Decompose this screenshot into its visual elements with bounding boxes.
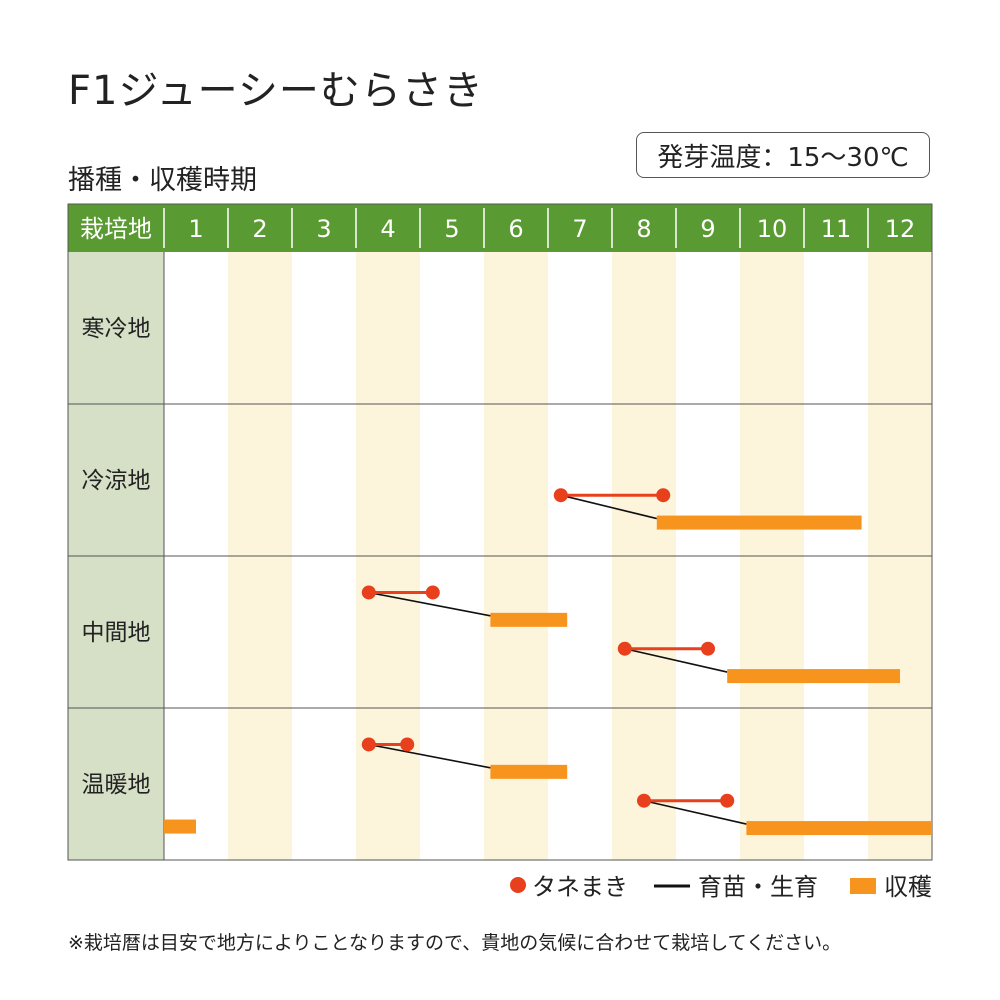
sowing-end-dot bbox=[720, 793, 735, 808]
sowing-end-dot bbox=[701, 641, 715, 656]
seedling-line bbox=[560, 494, 657, 520]
month-label-7: 7 bbox=[572, 215, 587, 243]
legend-sowing-marker bbox=[510, 877, 526, 893]
month-label-12: 12 bbox=[885, 215, 916, 243]
header-label: 栽培地 bbox=[80, 215, 152, 243]
legend-harvest-label: 収穫 bbox=[884, 873, 932, 901]
region-label: 中間地 bbox=[82, 620, 151, 646]
harvest-bar bbox=[164, 819, 196, 834]
sowing-start-dot bbox=[637, 793, 651, 808]
month-label-10: 10 bbox=[757, 215, 788, 243]
harvest-bar bbox=[727, 669, 900, 684]
harvest-bar bbox=[656, 515, 862, 530]
sowing-end-dot bbox=[656, 488, 671, 503]
sowing-end-dot bbox=[400, 737, 415, 752]
harvest-bar bbox=[490, 612, 568, 627]
chart-frame bbox=[67, 203, 933, 861]
legend-harvest-marker bbox=[850, 878, 876, 894]
region-label: 温暖地 bbox=[82, 772, 151, 798]
seedling-line bbox=[643, 799, 747, 825]
seedling-line bbox=[368, 591, 491, 617]
month-label-8: 8 bbox=[636, 215, 651, 243]
page-title: F1ジューシーむらさき bbox=[68, 68, 484, 114]
sowing-start-dot bbox=[361, 737, 376, 752]
seedling-line bbox=[624, 647, 728, 673]
cultivation-note: ※栽培暦は目安で地方によりことなりますので、貴地の気候に合わせて栽培してください… bbox=[68, 932, 842, 954]
legend-seedling-label: 育苗・生育 bbox=[698, 873, 818, 901]
month-label-3: 3 bbox=[316, 215, 331, 243]
legend-sowing-label: タネまき bbox=[532, 873, 628, 901]
sowing-end-dot bbox=[425, 585, 440, 600]
month-label-6: 6 bbox=[508, 215, 523, 243]
month-label-2: 2 bbox=[252, 215, 267, 243]
chart-subtitle: 播種・収穫時期 bbox=[68, 165, 257, 196]
germination-temperature-badge: 発芽温度：15～30℃ bbox=[636, 132, 930, 178]
month-label-1: 1 bbox=[188, 215, 203, 243]
sowing-start-dot bbox=[553, 488, 568, 503]
sowing-start-dot bbox=[617, 641, 632, 656]
month-label-9: 9 bbox=[700, 215, 715, 243]
harvest-bar bbox=[746, 821, 932, 836]
region-label: 冷涼地 bbox=[82, 468, 151, 494]
month-label-11: 11 bbox=[821, 215, 852, 243]
month-label-5: 5 bbox=[444, 215, 459, 243]
harvest-bar bbox=[490, 764, 568, 779]
region-label: 寒冷地 bbox=[82, 316, 151, 342]
month-label-4: 4 bbox=[380, 215, 395, 243]
header-bar bbox=[68, 204, 932, 252]
seedling-line bbox=[368, 743, 491, 769]
sowing-start-dot bbox=[361, 585, 376, 600]
